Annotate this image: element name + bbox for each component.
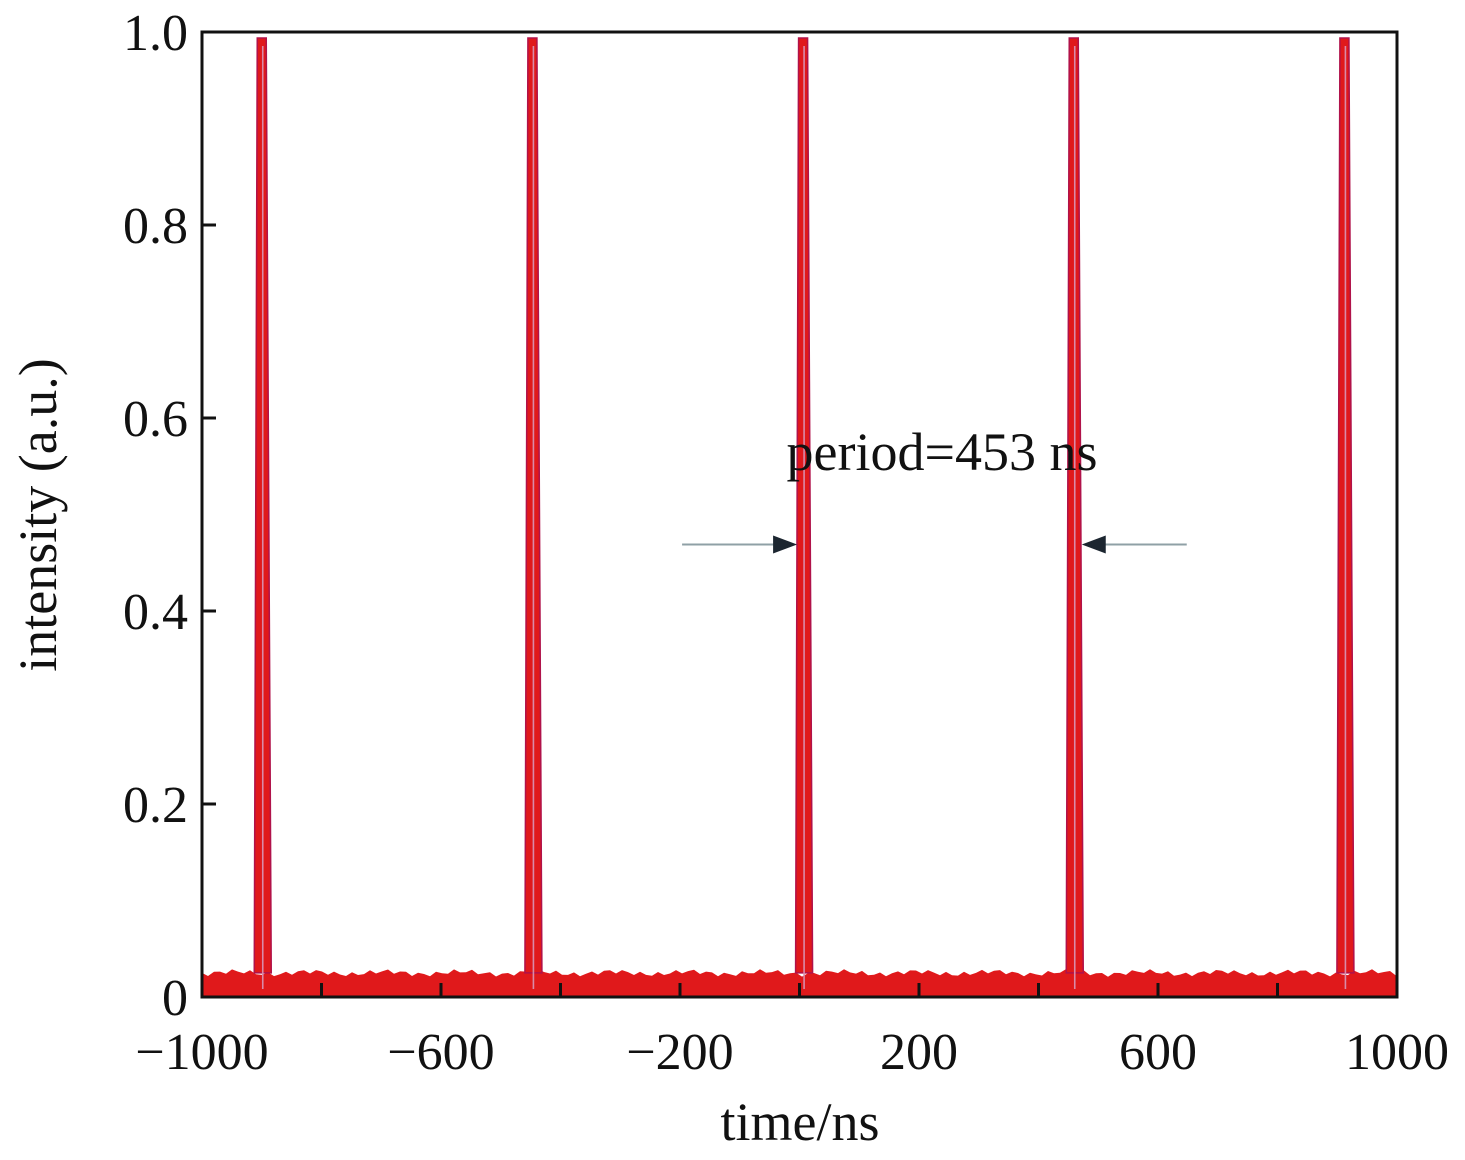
y-tick-label: 0.8	[123, 198, 188, 255]
y-tick-label: 0.6	[123, 391, 188, 448]
y-axis-title: intensity (a.u.)	[8, 358, 68, 671]
x-tick-label: 1000	[1345, 1024, 1449, 1081]
y-tick-label: 0	[162, 970, 188, 1027]
x-axis-title: time/ns	[721, 1092, 880, 1152]
x-tick-labels: −1000 −600 −200 200 600 1000	[135, 1024, 1449, 1081]
x-tick-label: 600	[1119, 1024, 1197, 1081]
period-arrow-left-head	[773, 535, 798, 554]
x-tick-label: −200	[626, 1024, 733, 1081]
period-annotation-label: period=453 ns	[787, 422, 1098, 482]
y-tick-label: 0.2	[123, 777, 188, 834]
x-tick-label: 200	[880, 1024, 958, 1081]
y-tick-label: 0.4	[123, 584, 188, 641]
plot-area	[200, 30, 1399, 999]
y-tick-labels: 0 0.2 0.4 0.6 0.8 1.0	[123, 5, 188, 1027]
x-tick-label: −600	[387, 1024, 494, 1081]
y-tick-label: 1.0	[123, 5, 188, 62]
period-arrow-right-head	[1081, 535, 1106, 554]
x-tick-label: −1000	[135, 1024, 268, 1081]
